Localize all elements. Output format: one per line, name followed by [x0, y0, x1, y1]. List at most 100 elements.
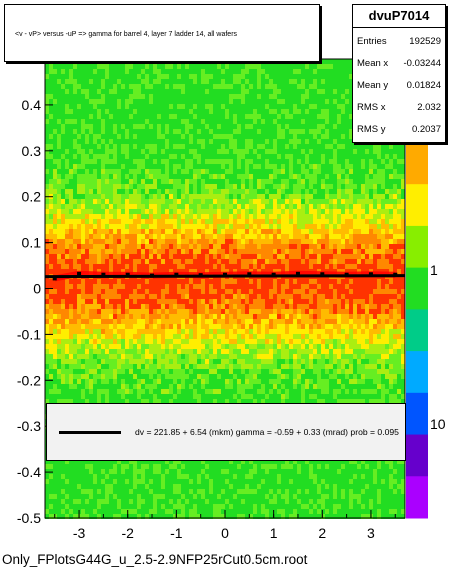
heatmap-cell: [241, 459, 245, 464]
heatmap-cell: [205, 229, 209, 234]
heatmap-cell: [157, 329, 161, 334]
heatmap-cell: [193, 394, 197, 399]
heatmap-cell: [193, 139, 197, 144]
heatmap-cell: [233, 339, 237, 344]
heatmap-cell: [197, 244, 201, 249]
heatmap-cell: [97, 389, 101, 394]
heatmap-cell: [205, 339, 209, 344]
heatmap-cell: [89, 99, 93, 104]
heatmap-cell: [49, 114, 53, 119]
heatmap-cell: [241, 504, 245, 509]
heatmap-cell: [109, 104, 113, 109]
heatmap-cell: [177, 394, 181, 399]
heatmap-cell: [153, 149, 157, 154]
heatmap-cell: [89, 209, 93, 214]
heatmap-cell: [101, 369, 105, 374]
heatmap-cell: [245, 254, 249, 259]
heatmap-cell: [193, 164, 197, 169]
heatmap-cell: [213, 184, 217, 189]
heatmap-cell: [165, 309, 169, 314]
heatmap-cell: [69, 389, 73, 394]
heatmap-cell: [193, 384, 197, 389]
heatmap-cell: [209, 369, 213, 374]
heatmap-cell: [229, 94, 233, 99]
heatmap-cell: [133, 289, 137, 294]
heatmap-cell: [101, 94, 105, 99]
heatmap-cell: [249, 169, 253, 174]
heatmap-cell: [245, 399, 249, 404]
heatmap-cell: [209, 144, 213, 149]
heatmap-cell: [81, 349, 85, 354]
heatmap-cell: [165, 149, 169, 154]
heatmap-cell: [261, 174, 265, 179]
heatmap-cell: [173, 464, 177, 469]
heatmap-cell: [85, 389, 89, 394]
heatmap-cell: [205, 94, 209, 99]
heatmap-cell: [133, 494, 137, 499]
heatmap-cell: [61, 464, 65, 469]
heatmap-cell: [149, 159, 153, 164]
heatmap-cell: [245, 244, 249, 249]
heatmap-cell: [125, 179, 129, 184]
heatmap-cell: [77, 194, 81, 199]
heatmap-cell: [113, 99, 117, 104]
heatmap-cell: [69, 109, 73, 114]
heatmap-cell: [153, 474, 157, 479]
heatmap-cell: [173, 484, 177, 489]
heatmap-cell: [97, 119, 101, 124]
heatmap-cell: [49, 169, 53, 174]
heatmap-cell: [193, 119, 197, 124]
heatmap-cell: [97, 489, 101, 494]
heatmap-cell: [121, 324, 125, 329]
heatmap-cell: [85, 469, 89, 474]
heatmap-cell: [77, 384, 81, 389]
heatmap-cell: [157, 234, 161, 239]
heatmap-cell: [57, 204, 61, 209]
heatmap-cell: [149, 394, 153, 399]
heatmap-cell: [165, 504, 169, 509]
heatmap-cell: [85, 234, 89, 239]
heatmap-cell: [53, 459, 57, 464]
heatmap-cell: [73, 199, 77, 204]
heatmap-cell: [157, 114, 161, 119]
heatmap-cell: [257, 384, 261, 389]
heatmap-cell: [45, 119, 49, 124]
heatmap-cell: [253, 264, 257, 269]
heatmap-cell: [129, 324, 133, 329]
heatmap-cell: [157, 359, 161, 364]
heatmap-cell: [69, 134, 73, 139]
heatmap-cell: [125, 259, 129, 264]
heatmap-cell: [45, 219, 49, 224]
heatmap-cell: [133, 459, 137, 464]
heatmap-cell: [181, 509, 185, 514]
heatmap-cell: [157, 194, 161, 199]
heatmap-cell: [89, 64, 93, 69]
heatmap-cell: [77, 74, 81, 79]
heatmap-cell: [101, 139, 105, 144]
heatmap-cell: [89, 499, 93, 504]
heatmap-cell: [229, 239, 233, 244]
heatmap-cell: [181, 104, 185, 109]
heatmap-cell: [53, 469, 57, 474]
heatmap-cell: [97, 514, 101, 519]
heatmap-cell: [109, 304, 113, 309]
heatmap-cell: [225, 354, 229, 359]
heatmap-cell: [173, 509, 177, 514]
heatmap-cell: [97, 214, 101, 219]
heatmap-cell: [245, 189, 249, 194]
heatmap-cell: [73, 354, 77, 359]
heatmap-cell: [101, 499, 105, 504]
heatmap-cell: [121, 514, 125, 519]
heatmap-cell: [201, 104, 205, 109]
heatmap-cell: [201, 89, 205, 94]
heatmap-cell: [93, 134, 97, 139]
heatmap-cell: [137, 199, 141, 204]
heatmap-cell: [57, 259, 61, 264]
heatmap-cell: [105, 214, 109, 219]
heatmap-cell: [205, 254, 209, 259]
heatmap-cell: [145, 264, 149, 269]
heatmap-cell: [93, 84, 97, 89]
heatmap-cell: [209, 229, 213, 234]
heatmap-cell: [97, 299, 101, 304]
heatmap-cell: [93, 509, 97, 514]
